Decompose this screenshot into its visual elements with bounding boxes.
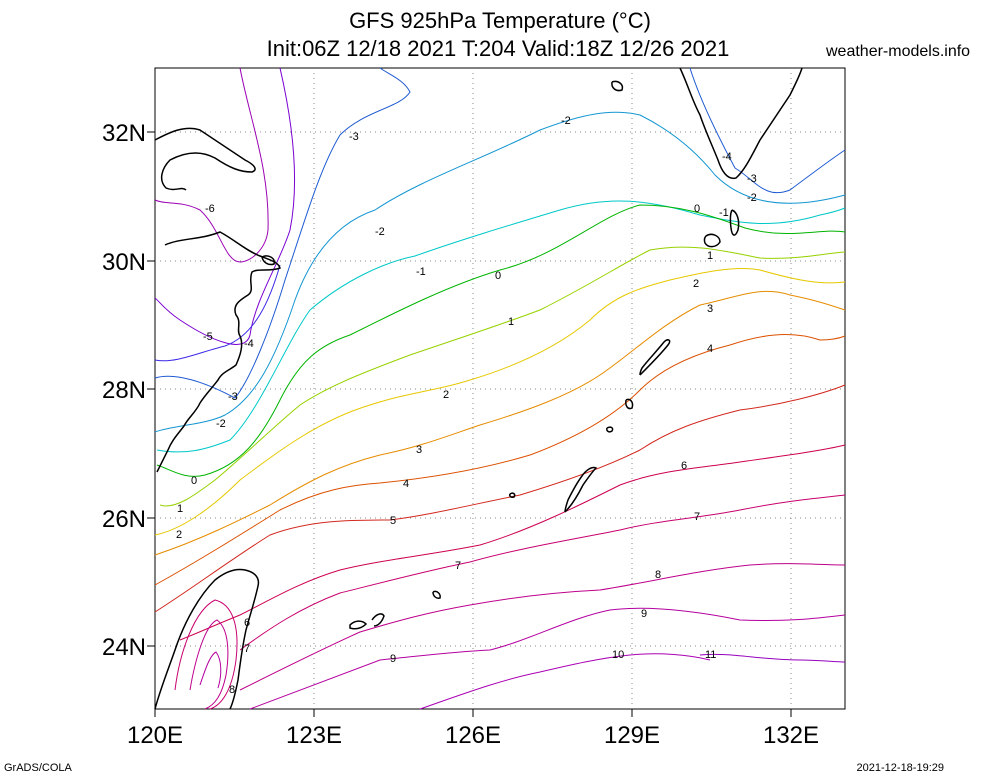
island-amami: [639, 339, 671, 376]
coast-china-zhejiang: [156, 231, 281, 473]
coast-kyushu: [679, 67, 803, 180]
contour-label-2-a: 2: [443, 389, 449, 401]
contour-label-m2-d: -2: [747, 192, 757, 204]
contour-2: [154, 267, 846, 536]
island-tokunoshima: [625, 398, 634, 410]
contour-label-1-a: 1: [508, 316, 514, 328]
contour-label-1-c: 1: [707, 250, 713, 262]
contour-label-4-a: 4: [403, 478, 409, 490]
island-okinoerabu: [606, 426, 614, 433]
contour-m1: [156, 200, 846, 453]
contour-label-m6: -6: [205, 203, 215, 215]
contour-label-m2-a: -2: [375, 226, 385, 238]
contour-label-8-a: 8: [655, 569, 661, 581]
contour-label-3-a: 3: [416, 444, 422, 456]
contour-label-0-b: 0: [191, 475, 197, 487]
contour-10: [419, 653, 711, 710]
contour-label-m2-b: -2: [561, 115, 571, 127]
contour-label-9-a: 9: [390, 653, 396, 665]
chart-title: GFS 925hPa Temperature (°C): [349, 8, 651, 33]
contour-label-1-b: 1: [177, 503, 183, 515]
island-zhoushan: [261, 255, 276, 266]
contour-m2: [154, 111, 846, 433]
contour-label-m4-a: -4: [244, 338, 254, 350]
contour-label-m3-b: -3: [228, 391, 238, 403]
lon-label-123e: 123E: [285, 722, 343, 749]
contour-m4: [154, 264, 281, 362]
lon-label-129e: 129E: [603, 722, 661, 749]
contour-label-0-a: 0: [495, 270, 501, 282]
contour-11: [699, 653, 846, 663]
coast-china-shanghai: [154, 127, 256, 191]
contour-label-m3-a: -3: [349, 131, 359, 143]
contour-m6: [154, 67, 269, 263]
chart-subtitle: Init:06Z 12/18 2021 T:204 Valid:18Z 12/2…: [266, 36, 730, 61]
contour-label-2-b: 2: [176, 529, 182, 541]
contour-0: [156, 204, 846, 477]
contour-label-5: 5: [390, 515, 396, 527]
contour-6: [179, 444, 846, 641]
lon-label-120e: 120E: [126, 722, 184, 749]
contour-4: [154, 334, 846, 586]
contour-3: [154, 290, 846, 556]
contour-taiwan-hot-2: [189, 619, 229, 710]
contour-label-10: 10: [612, 649, 624, 661]
lat-label-30n: 30N: [101, 249, 146, 276]
contour-taiwan-hot-3: [199, 651, 222, 689]
contour-label-m3-c: -3: [747, 173, 757, 185]
island-miyako: [432, 590, 441, 599]
contour-taiwan-hot: [174, 599, 238, 710]
contour-label-6-a: 6: [681, 460, 687, 472]
contour-5: [154, 384, 846, 613]
contour-label-7-b: 7: [694, 511, 700, 523]
footer-credit: GrADS/COLA: [4, 762, 72, 774]
island-tanegashima: [729, 209, 740, 236]
contour-7: [239, 494, 846, 651]
contour-label-2-c: 2: [693, 278, 699, 290]
island-jeju-area: [611, 80, 624, 92]
contour-m3: [154, 67, 411, 399]
footer-timestamp: 2021-12-18-19:29: [856, 762, 944, 774]
contour-label-11: 11: [705, 649, 716, 661]
contour-label-8-b: 8: [229, 684, 235, 696]
contour-label-m1-a: -1: [416, 266, 426, 278]
contour-m5: [154, 67, 296, 345]
grid-lines: [155, 68, 845, 709]
contour-label-3-b: 3: [707, 303, 713, 315]
island-okinawa: [564, 466, 598, 513]
coast-taiwan: [154, 568, 260, 710]
lat-label-32n: 32N: [101, 120, 146, 147]
contour-m3-east: [689, 67, 846, 194]
contour-8: [239, 563, 846, 691]
contour-label-4-b: 4: [707, 343, 713, 355]
axis-ticks: [147, 131, 792, 717]
contour-label-m1-b: -1: [719, 207, 729, 219]
contour-label-m4-b: -4: [722, 151, 732, 163]
contour-label-7-a: 7: [455, 560, 461, 572]
island-iriomote: [371, 613, 385, 627]
contour-label-0-c: 0: [694, 203, 700, 215]
lon-label-126e: 126E: [444, 722, 502, 749]
island-ishigaki: [349, 620, 368, 630]
lat-label-26n: 26N: [101, 506, 146, 533]
site-credit[interactable]: weather-models.info: [826, 43, 971, 60]
lon-label-132e: 132E: [762, 722, 820, 749]
contour-label-6-b: 6: [244, 617, 250, 629]
contour-label-m5: -5: [203, 331, 213, 343]
lat-label-28n: 28N: [101, 377, 146, 404]
lat-label-24n: 24N: [101, 634, 146, 661]
contour-label-9-b: 9: [641, 608, 647, 620]
island-kume: [509, 492, 516, 498]
contour-1: [159, 246, 846, 507]
contour-label-7-c: 7: [244, 643, 250, 655]
island-yakushima: [703, 233, 721, 248]
contour-label-m2-c: -2: [216, 418, 226, 430]
contour-9: [249, 607, 846, 710]
